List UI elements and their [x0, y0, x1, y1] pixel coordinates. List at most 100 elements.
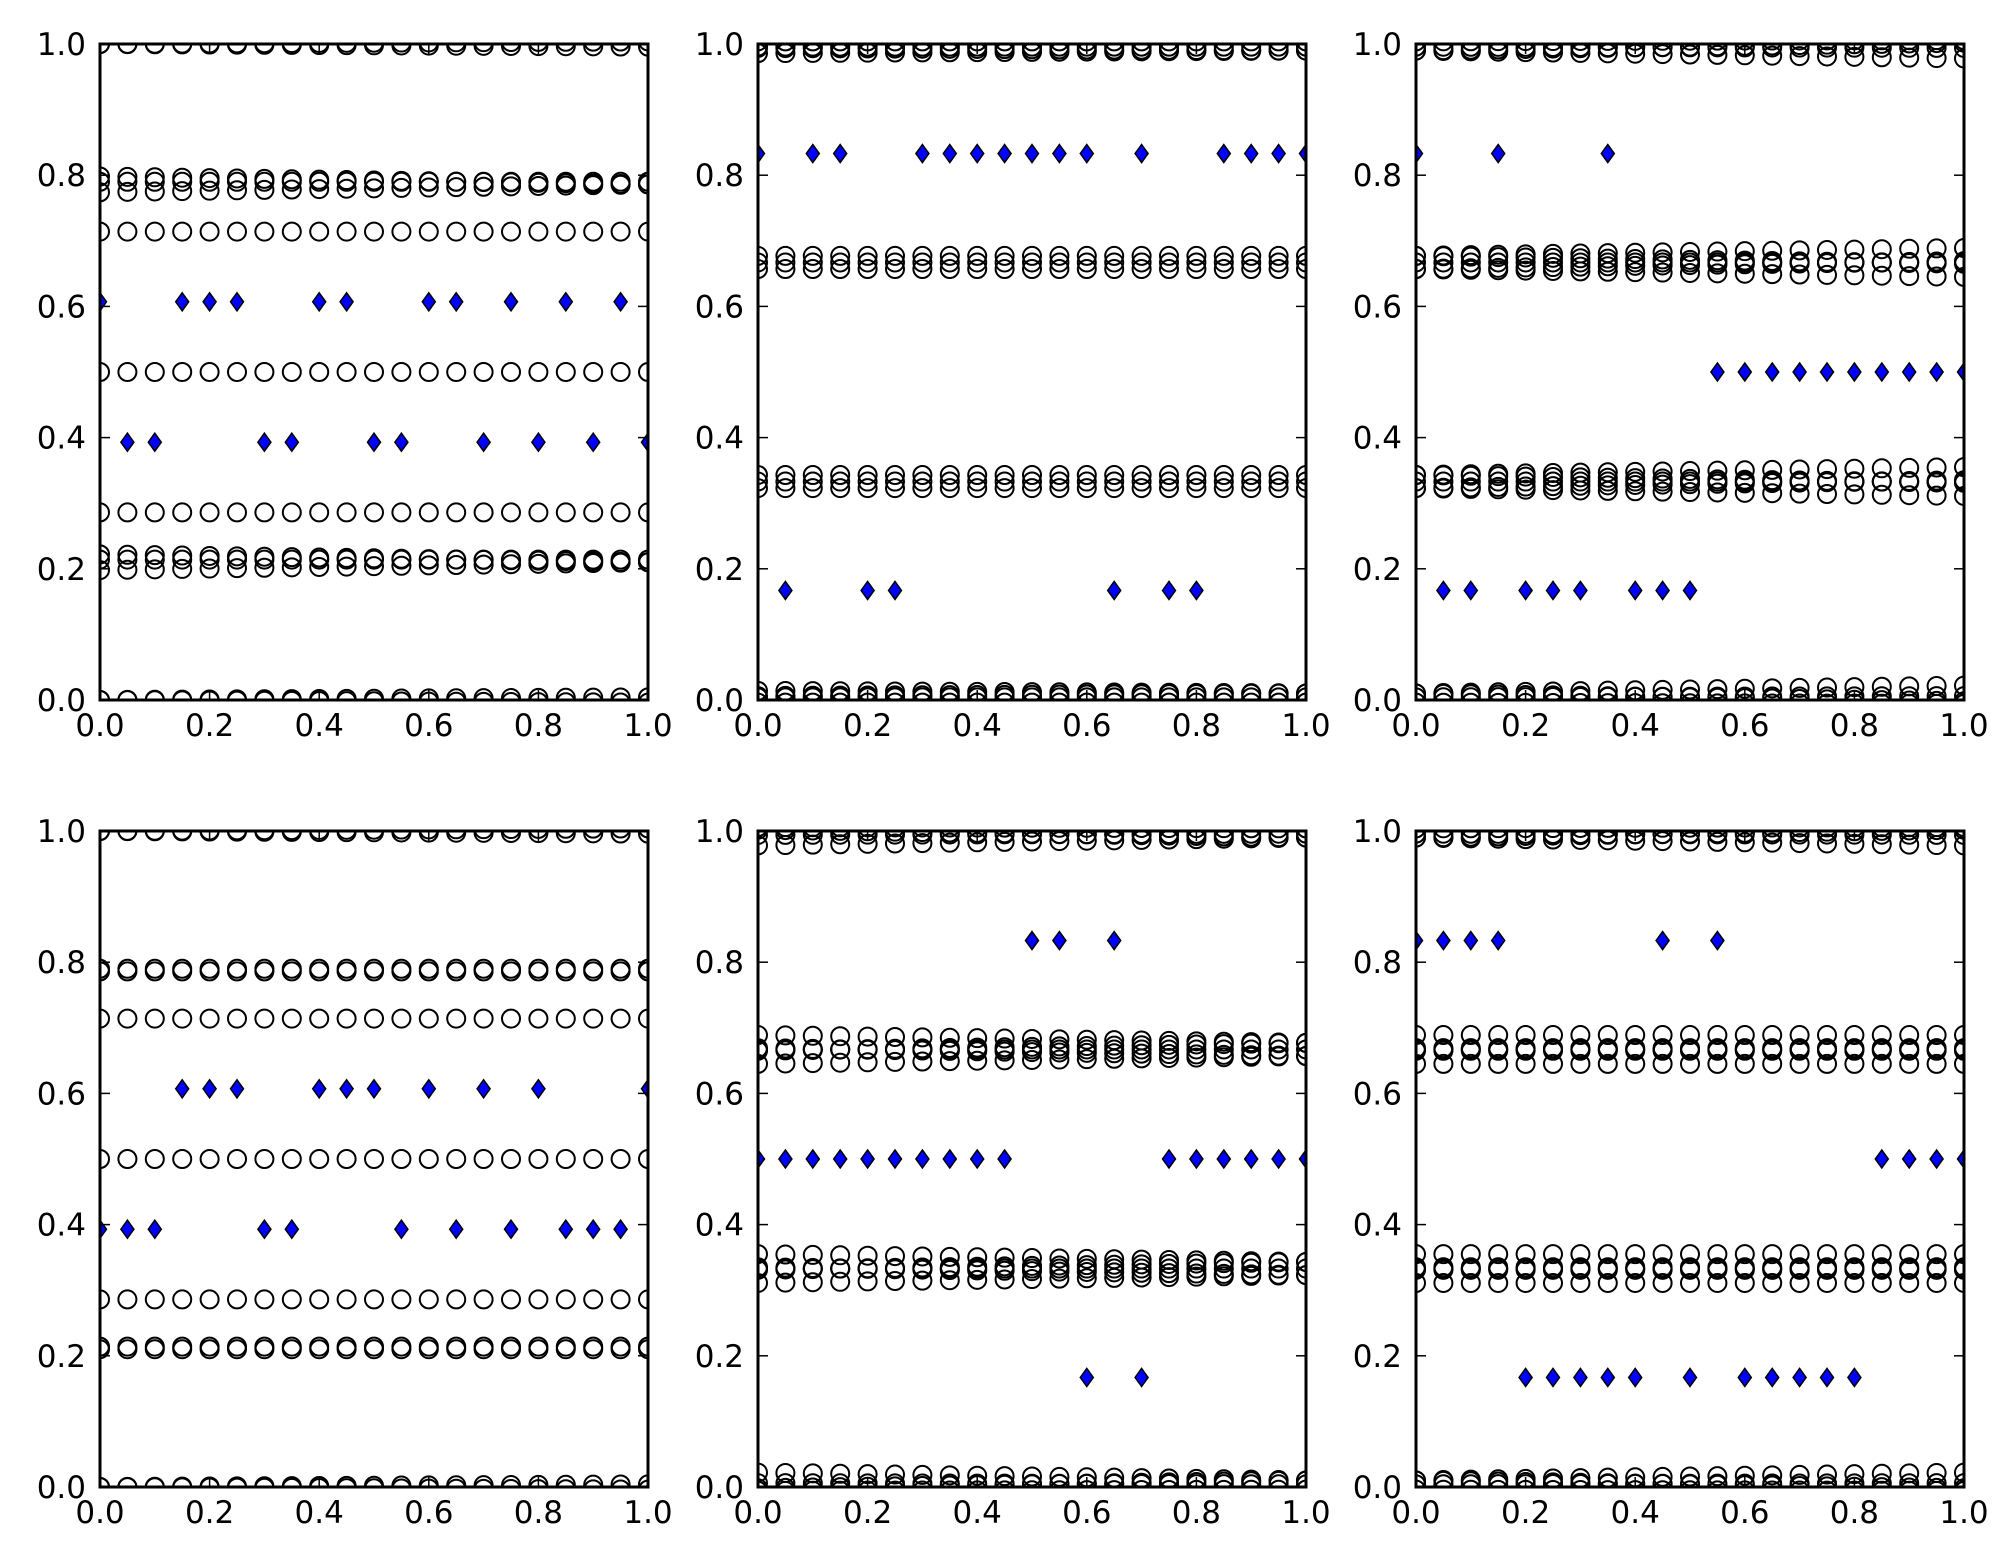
diamond-point: [1956, 1148, 1964, 1170]
circle-point: [758, 44, 768, 57]
x-tick-label: 0.0: [75, 1495, 124, 1531]
circle-point: [1104, 1035, 1125, 1056]
diamond-point: [1737, 361, 1753, 383]
circle-point: [1597, 1244, 1618, 1265]
circle-point: [1076, 831, 1097, 845]
circle-point: [1899, 472, 1920, 493]
circle-point: [1789, 44, 1810, 58]
circle-point: [1899, 1477, 1920, 1487]
circle-point: [254, 1477, 275, 1487]
circle-point: [583, 1336, 604, 1357]
chart-panel-5: 0.0 0.2 0.4 0.6 0.8 1.0 0.0 0.2 0.4 0.6 0.8 1.0: [695, 814, 1331, 1531]
circle-point: [1570, 681, 1591, 700]
circle-point: [418, 1289, 439, 1310]
circle-point: [1871, 831, 1892, 841]
diamond-point: [174, 1078, 190, 1100]
circle-point: [117, 166, 138, 187]
circle-point: [912, 44, 933, 52]
circle-point: [501, 502, 521, 523]
circle-point: [1653, 693, 1673, 700]
circle-point: [1543, 471, 1563, 492]
circle-point: [1416, 1040, 1426, 1061]
circle-point: [610, 831, 631, 839]
circle-point: [1899, 1040, 1920, 1061]
circle-point: [994, 1466, 1015, 1487]
circle-point: [1296, 464, 1306, 485]
circle-point: [1461, 1479, 1481, 1487]
circle-point: [172, 221, 193, 242]
circle-point: [1597, 243, 1618, 264]
circle-point: [1433, 477, 1454, 498]
circle-point: [830, 831, 850, 838]
circle-point: [1817, 239, 1837, 260]
diamond-point: [758, 1148, 766, 1170]
circle-point: [391, 1478, 412, 1487]
diamond-point: [969, 143, 985, 164]
circle-point: [1680, 1053, 1700, 1074]
circle-point: [1022, 245, 1042, 266]
circle-point: [473, 691, 494, 700]
circle-point: [1844, 1040, 1865, 1061]
circle-point: [1416, 44, 1426, 57]
circle-point: [1433, 1025, 1454, 1046]
y-tick-label: 1.0: [1353, 814, 1402, 850]
circle-point: [1734, 460, 1755, 481]
circle-point: [1954, 675, 1964, 696]
circle-point: [100, 549, 110, 570]
circle-point: [1871, 1259, 1892, 1280]
circle-point: [1707, 460, 1728, 481]
circle-point: [1707, 44, 1727, 51]
circle-point: [802, 1259, 823, 1280]
circle-point: [1433, 1259, 1454, 1280]
diamond-point: [1627, 1367, 1643, 1388]
circle-point: [1515, 831, 1536, 844]
diamond-point: [147, 431, 163, 453]
circle-point: [1707, 469, 1728, 490]
circle-point: [1680, 241, 1700, 262]
circle-point: [144, 167, 165, 188]
circle-point: [418, 555, 439, 576]
circle-point: [364, 502, 384, 523]
circle-point: [1570, 1480, 1590, 1487]
diamond-point: [256, 431, 272, 453]
circle-point: [857, 252, 878, 273]
circle-point: [1049, 1248, 1070, 1269]
circle-point: [775, 252, 796, 273]
circle-point: [1488, 252, 1509, 273]
circle-point: [1268, 1045, 1289, 1066]
diamond-point: [1024, 930, 1040, 951]
circle-point: [775, 1259, 796, 1280]
x-tick-label: 0.2: [185, 1495, 234, 1531]
circle-point: [912, 1464, 933, 1485]
circle-point: [1131, 44, 1152, 52]
diamond-point: [1079, 143, 1095, 164]
circle-point: [281, 171, 302, 192]
circle-point: [1625, 1025, 1646, 1046]
circle-point: [1543, 1040, 1563, 1061]
circle-point: [555, 1289, 576, 1310]
circle-point: [1186, 1250, 1207, 1271]
y-tick-label: 0.6: [1353, 1076, 1402, 1112]
circle-point: [1680, 1025, 1700, 1046]
circle-point: [172, 181, 193, 202]
circle-point: [1762, 1053, 1783, 1074]
circle-point: [1186, 252, 1207, 273]
circle-point: [281, 958, 302, 979]
circle-point: [1186, 478, 1207, 499]
circle-point: [501, 691, 521, 700]
diamond-point: [805, 1148, 821, 1170]
circle-point: [830, 259, 851, 280]
circle-point: [1433, 1470, 1454, 1487]
circle-point: [1871, 44, 1892, 54]
circle-point: [802, 685, 823, 700]
circle-point: [391, 691, 412, 700]
circle-point: [1707, 1244, 1728, 1265]
circle-point: [1625, 468, 1646, 489]
circle-point: [610, 1336, 631, 1357]
circle-point: [555, 549, 576, 570]
circle-point: [1817, 44, 1837, 51]
circle-point: [172, 1008, 193, 1029]
diamond-point: [421, 291, 437, 313]
circle-point: [1515, 463, 1536, 484]
circle-point: [1954, 44, 1964, 58]
